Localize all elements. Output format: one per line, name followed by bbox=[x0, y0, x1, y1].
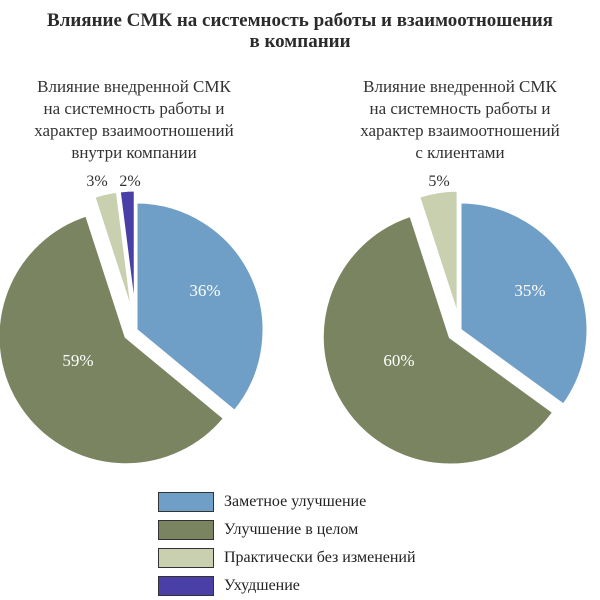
legend-swatch bbox=[158, 520, 214, 540]
left-pie: 36% 59% 3% 2% bbox=[0, 173, 266, 467]
pie-slice-no-change bbox=[91, 189, 135, 319]
pie-slice-deterioration bbox=[117, 188, 137, 319]
legend: Заметное улучшение Улучшение в целом Пра… bbox=[158, 488, 518, 600]
right-pie: 35% 60% 5% bbox=[320, 173, 590, 467]
pie-slice-general-improvement bbox=[320, 213, 556, 467]
data-label-significant-improvement: 35% bbox=[514, 281, 545, 300]
pie-slice-no-change bbox=[416, 188, 460, 319]
pie-slice-significant-improvement bbox=[134, 200, 266, 414]
chart-main-title: Влияние СМК на системность работы и взаи… bbox=[47, 10, 553, 52]
legend-swatch bbox=[158, 548, 214, 568]
data-label-no-change: 3% bbox=[86, 173, 107, 190]
legend-label: Ухудшение bbox=[224, 577, 300, 594]
data-label-deterioration: 2% bbox=[119, 173, 140, 190]
pie-charts: 36% 59% 3% 2% 35% 60% 5% bbox=[0, 173, 590, 467]
pie-slice-general-improvement bbox=[0, 213, 227, 467]
right-pie-title: Влияние внедренной СМК на системность ра… bbox=[360, 77, 560, 162]
data-label-no-change: 5% bbox=[428, 173, 449, 190]
legend-swatch bbox=[158, 576, 214, 596]
left-pie-title: Влияние внедренной СМК на системность ра… bbox=[34, 77, 234, 162]
legend-item-significant-improvement: Заметное улучшение bbox=[158, 488, 518, 516]
data-label-significant-improvement: 36% bbox=[189, 281, 220, 300]
pie-slice-significant-improvement bbox=[458, 200, 590, 408]
legend-item-general-improvement: Улучшение в целом bbox=[158, 516, 518, 544]
legend-swatch bbox=[158, 492, 214, 512]
legend-item-no-change: Практически без изменений bbox=[158, 544, 518, 572]
legend-label: Практически без изменений bbox=[224, 549, 416, 566]
legend-label: Заметное улучшение bbox=[224, 493, 367, 510]
legend-label: Улучшение в целом bbox=[224, 521, 359, 538]
data-label-general-improvement: 59% bbox=[62, 351, 93, 370]
data-label-general-improvement: 60% bbox=[383, 351, 414, 370]
legend-item-deterioration: Ухудшение bbox=[158, 572, 518, 600]
